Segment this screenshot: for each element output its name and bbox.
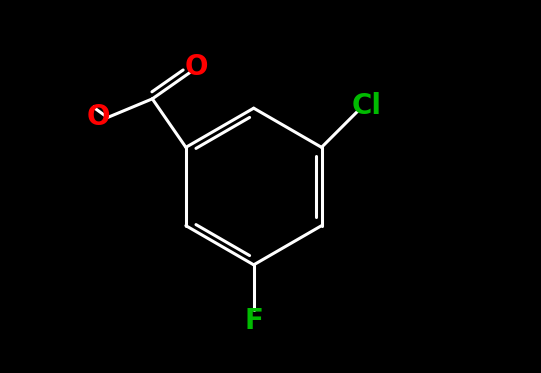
Text: O: O	[87, 103, 110, 132]
Text: O: O	[184, 53, 208, 81]
Text: Cl: Cl	[352, 92, 382, 120]
Text: F: F	[245, 307, 263, 335]
